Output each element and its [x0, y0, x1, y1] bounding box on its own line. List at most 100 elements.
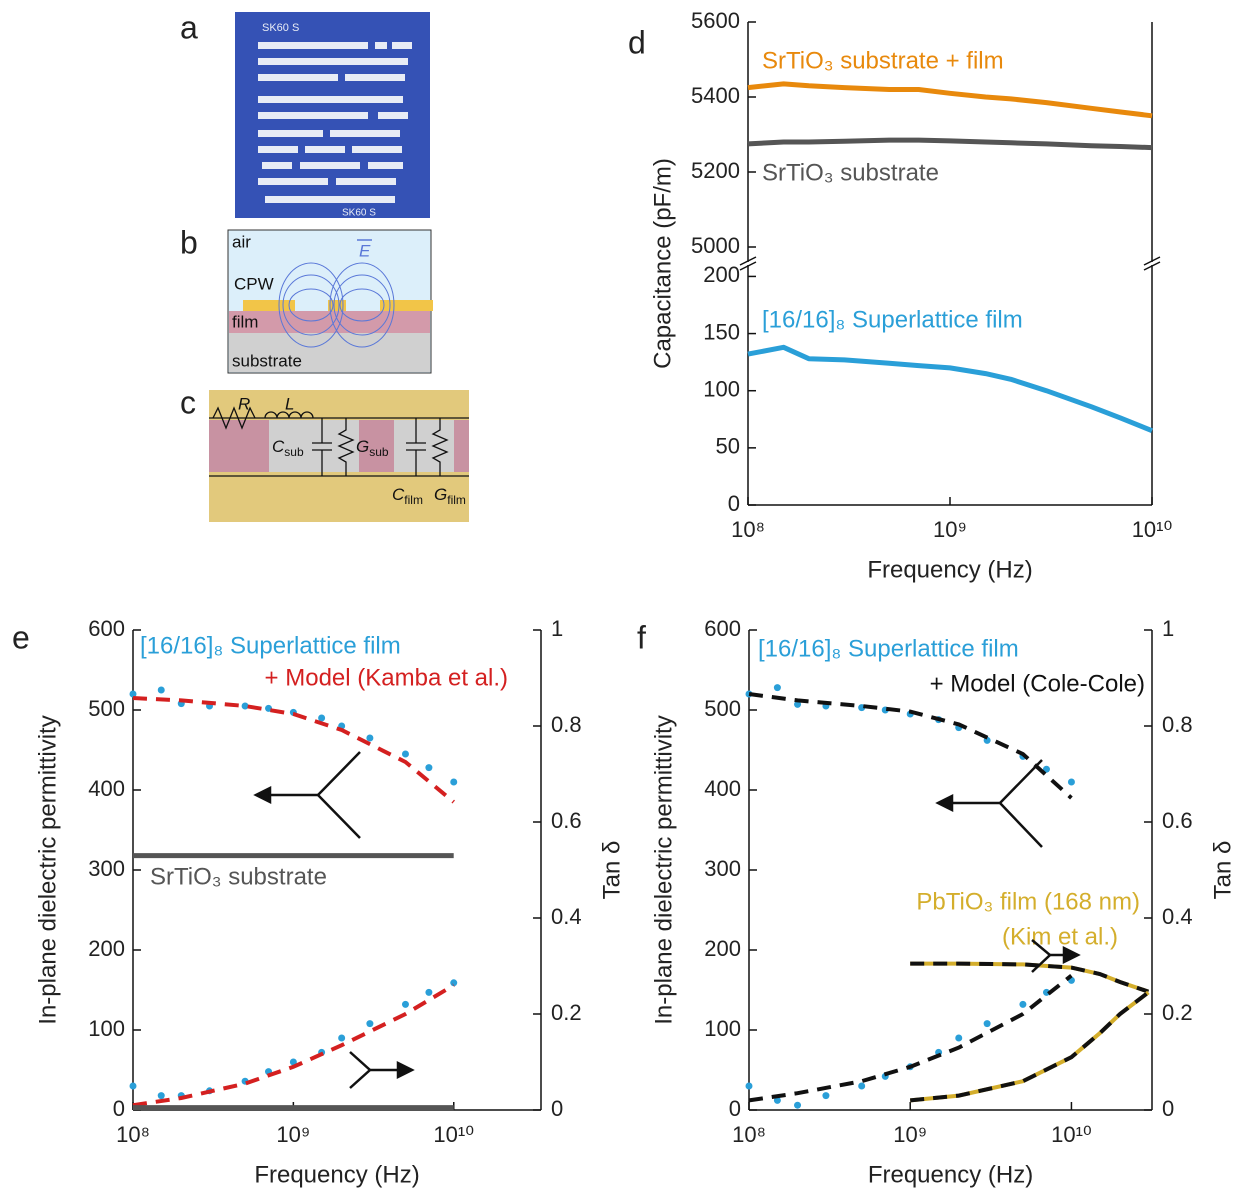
- x-axis-title: Frequency (Hz): [867, 556, 1032, 583]
- x-tick-label: 10¹⁰: [1132, 517, 1173, 542]
- data-point: [338, 1034, 346, 1042]
- y2-tick-label: 0.4: [551, 904, 582, 929]
- y-tick-label: 600: [704, 616, 741, 641]
- y-tick-label: 100: [88, 1016, 125, 1041]
- y-tick-label: 5600: [691, 8, 740, 33]
- y-axis-title: In-plane dielectric permittivity: [650, 715, 677, 1024]
- y-tick-label: 600: [88, 616, 125, 641]
- series-label: + Model (Cole-Cole): [930, 670, 1145, 697]
- panel-letter: a: [180, 9, 198, 45]
- y-tick-label: 100: [703, 377, 740, 402]
- data-point: [129, 1082, 137, 1090]
- symbol: G: [434, 485, 447, 504]
- y-tick-label: 500: [704, 696, 741, 721]
- circuit: [209, 390, 469, 522]
- photo-text: SK60 S: [342, 208, 376, 219]
- data-point: [794, 700, 802, 708]
- y2-tick-label: 1: [1162, 616, 1174, 641]
- series-line: [748, 692, 1073, 800]
- data-point: [129, 690, 137, 698]
- x-axis-title: Frequency (Hz): [254, 1161, 419, 1188]
- annotation: (Kim et al.): [1002, 923, 1118, 950]
- data-point: [401, 1000, 409, 1008]
- y2-tick-label: 0: [551, 1096, 563, 1121]
- symbol: C: [392, 485, 405, 504]
- y-tick-label: 50: [716, 434, 740, 459]
- x-tick-label: 10⁸: [731, 517, 765, 542]
- x-tick-label: 10¹⁰: [1051, 1122, 1092, 1147]
- series-label: SrTiO₃ substrate: [150, 863, 327, 890]
- y2-tick-label: 0.2: [1162, 1000, 1193, 1025]
- y2-tick-label: 1: [551, 616, 563, 641]
- y-tick-label: 200: [704, 936, 741, 961]
- circuit-label: L: [285, 394, 294, 413]
- data-point: [794, 1101, 802, 1109]
- y2-axis-title: Tan δ: [1209, 841, 1236, 900]
- circuit-label: Gsub: [356, 437, 389, 459]
- device-photo: SK60 S SK60 S: [235, 12, 430, 219]
- diagram-label: film: [232, 312, 258, 331]
- series-dash: [910, 990, 1150, 1103]
- y-tick-label: 0: [729, 1096, 741, 1121]
- y-tick-label: 0: [113, 1096, 125, 1121]
- y-tick-label: 300: [88, 856, 125, 881]
- direction-arrows: [253, 751, 1081, 1089]
- subscript: film: [404, 493, 423, 507]
- y-tick-label: 5400: [691, 83, 740, 108]
- y2-tick-label: 0.4: [1162, 904, 1193, 929]
- series-label: [16/16]₈ Superlattice film: [762, 306, 1023, 333]
- data-point: [425, 988, 433, 996]
- series-line: [910, 990, 1150, 1103]
- x-tick-label: 10⁸: [732, 1122, 766, 1147]
- data-point: [745, 1082, 753, 1090]
- circuit-label: Cfilm: [392, 485, 423, 507]
- cross-section: air CPW film substrate E: [227, 229, 433, 374]
- y2-tick-label: 0.6: [1162, 808, 1193, 833]
- symbol: G: [356, 437, 369, 456]
- series-line: [747, 344, 1153, 434]
- x-tick-label: 10⁹: [893, 1122, 927, 1147]
- symbol: C: [272, 437, 285, 456]
- series-dash: [910, 961, 1150, 994]
- y2-tick-label: 0.2: [551, 1000, 582, 1025]
- data-point: [822, 1092, 830, 1100]
- panel-letter: d: [628, 24, 646, 60]
- data-point: [450, 778, 458, 786]
- x-axis-title: Frequency (Hz): [868, 1161, 1033, 1188]
- circuit-label: Gfilm: [434, 485, 466, 507]
- field-label: E: [359, 241, 371, 260]
- axis-break: [1143, 261, 1161, 271]
- y2-axis-title: Tan δ: [598, 841, 625, 900]
- data-point: [1042, 765, 1050, 773]
- data-point: [157, 686, 165, 694]
- data-point: [241, 702, 249, 710]
- photo-text: SK60 S: [262, 22, 299, 34]
- y-tick-label: 500: [88, 696, 125, 721]
- y-tick-label: 0: [728, 491, 740, 516]
- series-label: SrTiO₃ substrate + film: [762, 47, 1004, 74]
- data-point: [425, 764, 433, 772]
- data-point: [955, 1034, 963, 1042]
- series-label: PbTiO₃ film (168 nm): [916, 888, 1140, 915]
- data-point: [265, 704, 273, 712]
- y-tick-label: 200: [88, 936, 125, 961]
- subscript: sub: [369, 445, 389, 459]
- y2-tick-label: 0.6: [551, 808, 582, 833]
- y-tick-label: 400: [704, 776, 741, 801]
- y-tick-label: 300: [704, 856, 741, 881]
- series-line: [132, 696, 455, 804]
- panel-letter: f: [637, 619, 646, 655]
- data-point: [366, 734, 374, 742]
- y-axis-title: In-plane dielectric permittivity: [34, 715, 61, 1024]
- diagram-label: CPW: [234, 274, 274, 293]
- axis-break: [1143, 256, 1161, 266]
- panel-letter: c: [180, 384, 196, 420]
- y-axis-title: Capacitance (pF/m): [649, 158, 676, 369]
- y2-tick-label: 0.8: [1162, 712, 1193, 737]
- data-point: [983, 1020, 991, 1028]
- circuit-label: R: [238, 394, 250, 413]
- x-tick-label: 10⁹: [276, 1122, 310, 1147]
- diagram-label: air: [232, 232, 251, 251]
- x-tick-label: 10⁹: [933, 517, 967, 542]
